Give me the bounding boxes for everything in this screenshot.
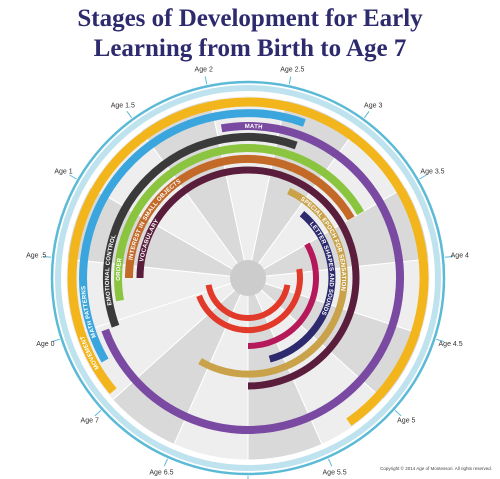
age-label: Age 5.5 bbox=[323, 470, 347, 477]
band-label-math: MATH bbox=[245, 124, 263, 131]
age-labels: Age 0 Age .5 Age 1 Age 1.5 Age 2 Age 2.5 Age 3… bbox=[26, 67, 469, 479]
band-arc-emotional-control bbox=[103, 133, 298, 328]
band-arc-math bbox=[101, 122, 405, 434]
age-label: Age 1 bbox=[54, 169, 72, 176]
age-tick bbox=[43, 255, 52, 258]
age-tick bbox=[436, 338, 445, 343]
age-tick bbox=[126, 111, 133, 119]
band-label-music: MUSIC bbox=[308, 253, 318, 272]
age-label: Age 4.5 bbox=[439, 341, 463, 348]
band-arc-writing bbox=[196, 268, 303, 334]
age-label: Age 7 bbox=[81, 418, 99, 425]
age-tick bbox=[204, 76, 208, 85]
age-label: Age 2 bbox=[195, 67, 213, 74]
age-tick bbox=[363, 111, 370, 119]
age-label: Age 0 bbox=[36, 341, 54, 348]
copyright-text: Copyright © 2014 Age of Montessori. All … bbox=[380, 466, 492, 471]
age-tick bbox=[163, 458, 168, 467]
age-tick bbox=[69, 174, 77, 180]
age-tick bbox=[394, 410, 402, 417]
age-label: Age .5 bbox=[26, 253, 46, 260]
age-label: Age 5 bbox=[397, 418, 415, 425]
age-label: Age 4 bbox=[451, 253, 469, 260]
band-label-order: ORDER bbox=[116, 257, 124, 281]
outer-ring bbox=[55, 85, 441, 471]
age-label: Age 2.5 bbox=[280, 67, 304, 74]
age-label: Age 3.5 bbox=[420, 169, 444, 176]
age-tick bbox=[94, 410, 102, 417]
band-arc-special-epoch-for-sensation bbox=[198, 187, 348, 378]
band-arc-movement bbox=[67, 97, 429, 426]
age-label: Age 1.5 bbox=[111, 103, 135, 110]
band-arcs bbox=[67, 97, 429, 434]
band-arc-letter-shapes-and-sounds bbox=[268, 211, 336, 363]
age-tick bbox=[51, 338, 60, 343]
age-tick bbox=[444, 255, 453, 258]
page-title: Stages of Development for Early Learning… bbox=[0, 4, 500, 64]
outer-ring bbox=[50, 80, 446, 476]
wheel-rings bbox=[50, 80, 446, 476]
band-arc-interest-in-small-objects bbox=[125, 154, 355, 279]
band-arc-math-patterns bbox=[79, 109, 306, 363]
age-label: Age 6.5 bbox=[149, 470, 173, 477]
band-arc-reading bbox=[205, 284, 291, 321]
age-tick bbox=[288, 76, 292, 85]
age-tick bbox=[419, 174, 427, 180]
band-arc-vocabulary bbox=[136, 166, 360, 390]
title-line-1: Stages of Development for Early bbox=[77, 5, 423, 32]
age-label: Age 3 bbox=[364, 103, 382, 110]
age-tick bbox=[328, 458, 333, 467]
band-label-writing: WRITING bbox=[291, 277, 302, 302]
center-hub bbox=[230, 260, 266, 296]
band-arc-order bbox=[114, 144, 365, 302]
band-arc-music bbox=[247, 242, 319, 349]
title-line-2: Learning from Birth to Age 7 bbox=[93, 35, 407, 62]
